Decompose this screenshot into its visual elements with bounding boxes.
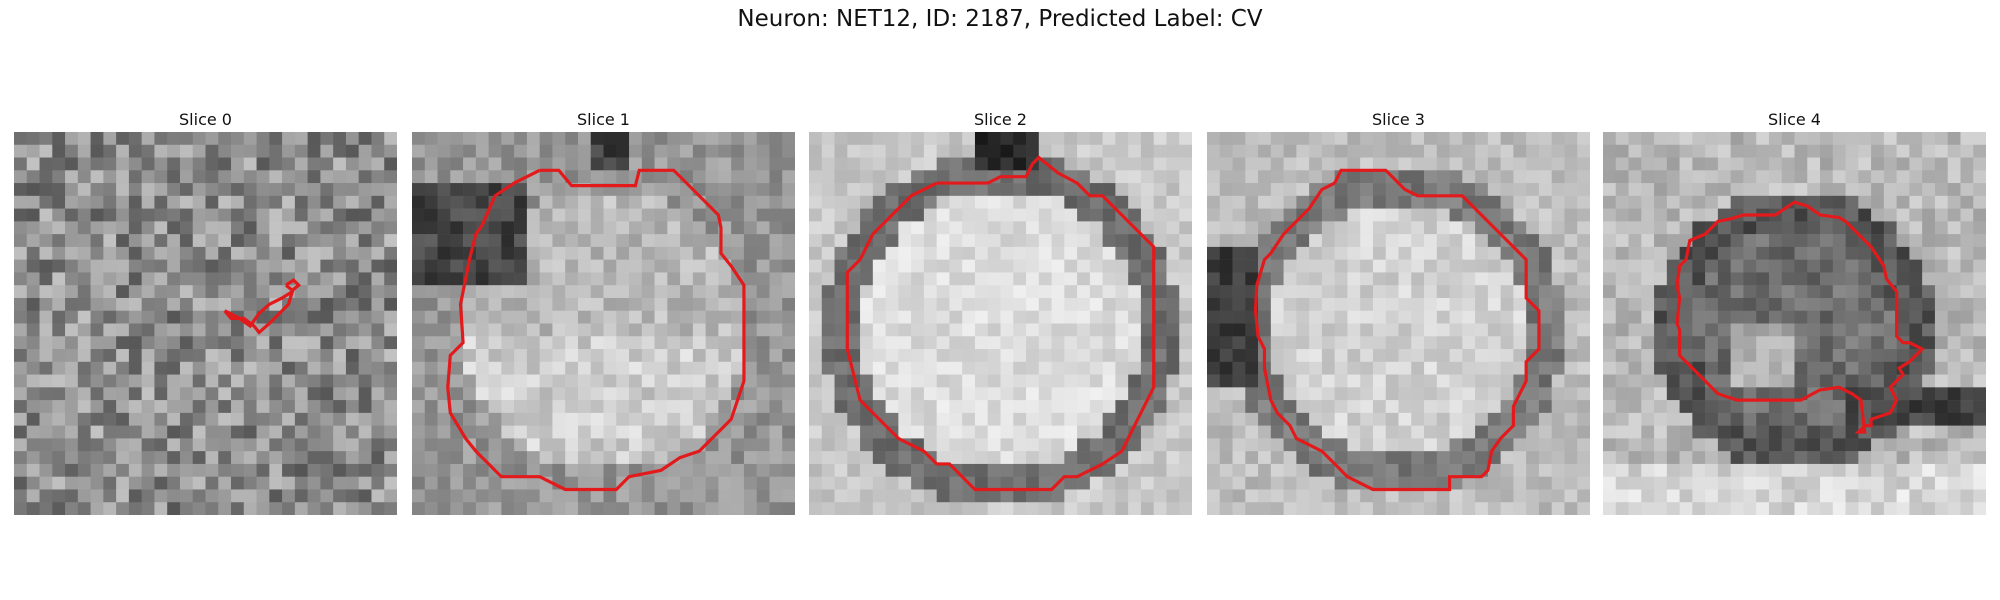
slice-image (412, 132, 795, 515)
slice-title: Slice 1 (412, 108, 795, 132)
slice-title: Slice 2 (809, 108, 1192, 132)
slice-image (14, 132, 397, 515)
slice-title: Slice 3 (1207, 108, 1590, 132)
slice-panel-2: Slice 2 (809, 108, 1192, 515)
slice-image (809, 132, 1192, 515)
slice-panel-3: Slice 3 (1207, 108, 1590, 515)
slice-panel-4: Slice 4 (1603, 108, 1986, 515)
figure-title: Neuron: NET12, ID: 2187, Predicted Label… (0, 6, 2000, 32)
slice-panel-1: Slice 1 (412, 108, 795, 515)
slice-title: Slice 4 (1603, 108, 1986, 132)
slice-panel-0: Slice 0 (14, 108, 397, 515)
slice-image (1603, 132, 1986, 515)
slice-image (1207, 132, 1590, 515)
slice-title: Slice 0 (14, 108, 397, 132)
